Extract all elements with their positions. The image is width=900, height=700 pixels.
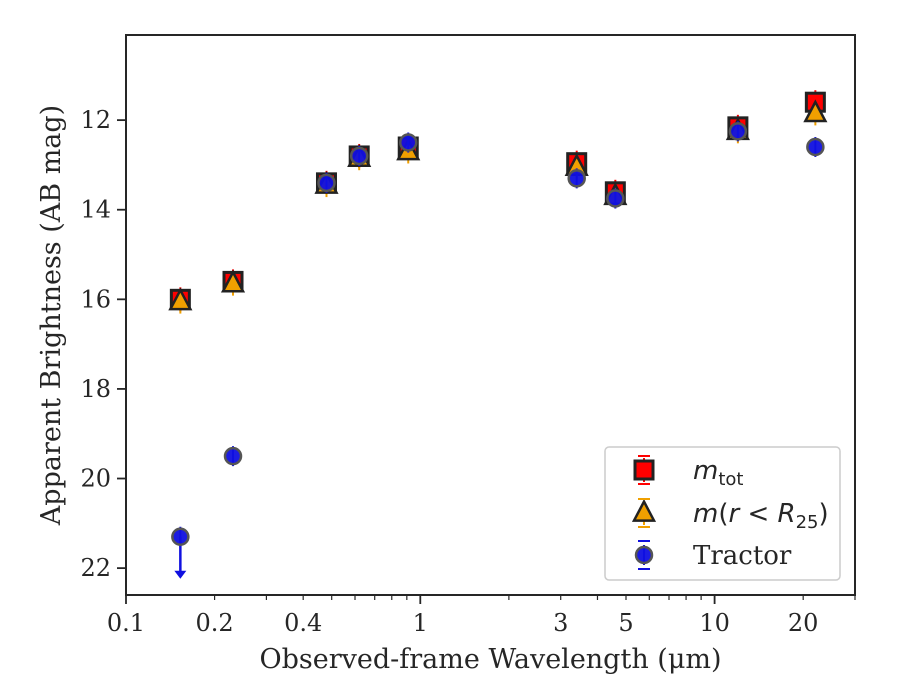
y-tick-label: 12 — [80, 106, 111, 134]
x-tick-label: 10 — [699, 609, 730, 637]
tractor-marker — [567, 169, 586, 188]
legend-label-mtot: mtot — [693, 456, 743, 490]
legend-mtot-marker — [633, 459, 655, 481]
y-tick-label: 16 — [80, 285, 111, 313]
y-tick-label: 20 — [80, 465, 111, 493]
plot-area — [125, 34, 856, 596]
mr25-marker — [803, 99, 828, 123]
legend-frame — [604, 446, 841, 581]
x-tick-label: 20 — [788, 609, 819, 637]
x-axis-label: Observed-frame Wavelength (μm) — [259, 644, 721, 675]
x-tick-label: 0.2 — [196, 609, 234, 637]
y-axis: 12 14 16 18 20 22 — [80, 106, 126, 582]
mr25-marker — [220, 269, 246, 293]
x-tick-label: 3 — [553, 609, 568, 637]
tractor-marker — [806, 137, 825, 157]
legend-tractor-marker — [634, 545, 654, 565]
x-tick-label: 0.1 — [107, 609, 145, 637]
legend-label-mr25: m(r < R25) — [693, 499, 829, 533]
legend: mtot m(r < R25) Tractor — [604, 446, 841, 581]
tractor-marker — [606, 189, 625, 208]
tractor-marker — [398, 133, 418, 152]
tractor-marker — [317, 173, 336, 193]
x-tick-label: 0.4 — [284, 609, 322, 637]
legend-mr25-marker — [631, 498, 657, 522]
y-tick-label: 18 — [80, 375, 111, 403]
tractor-marker — [349, 146, 369, 166]
mr25-marker — [168, 287, 193, 311]
tractor-marker — [171, 527, 190, 547]
y-axis-label: Apparent Brightness (AB mag) — [36, 105, 67, 526]
tractor-marker — [728, 122, 748, 141]
y-tick-label: 14 — [80, 196, 111, 224]
upper-limit-arrowhead — [174, 570, 187, 579]
y-tick-label: 22 — [80, 554, 111, 582]
x-tick-label: 1 — [413, 609, 428, 637]
data-markers — [168, 90, 828, 579]
legend-label-tractor: Tractor — [693, 541, 792, 571]
x-axis: 0.1 0.2 0.4 1 3 5 10 20 — [107, 595, 856, 637]
x-tick-label: 5 — [618, 609, 633, 637]
tractor-marker — [223, 446, 243, 466]
